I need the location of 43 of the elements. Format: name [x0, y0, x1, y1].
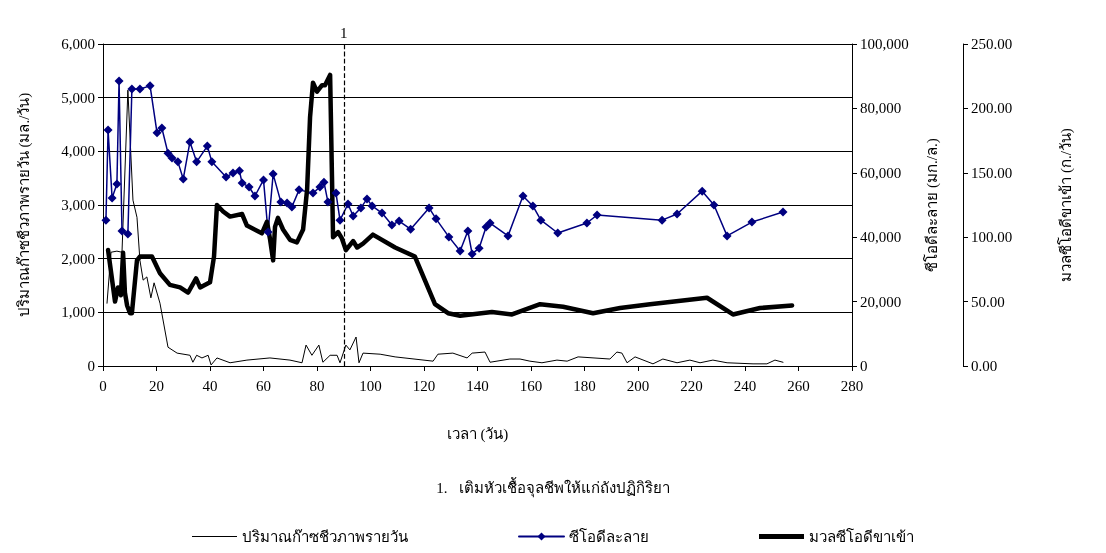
y2-tick-label: 100,000 — [860, 36, 909, 52]
x-tick-label: 0 — [99, 377, 107, 394]
y3-tick-label: 50.00 — [971, 293, 1005, 310]
y2-tick-label: 40,000 — [860, 229, 902, 246]
y3-tick-label: 100.00 — [971, 229, 1013, 246]
x-tick-label: 280 — [840, 377, 864, 394]
legend-label: ซีโอดีละลาย — [569, 527, 649, 545]
y-tick-label: 2,000 — [61, 250, 95, 267]
y-tick-label: 5,000 — [61, 89, 95, 106]
y2-tick-label: 60,000 — [860, 164, 902, 181]
y3-tick-label: 0.00 — [971, 358, 998, 374]
y-tick-label: 1,000 — [61, 304, 95, 321]
y3-tick-label: 200.00 — [971, 100, 1013, 117]
y3-tick-label: 250.00 — [971, 36, 1013, 52]
x-tick-label: 140 — [466, 377, 489, 394]
y3-tick-label: 150.00 — [971, 164, 1013, 181]
x-tick-label: 180 — [573, 377, 596, 394]
y-tick-label: 3,000 — [61, 197, 95, 213]
text: 1. เติมหัวเชื้อจุลชีพให้แก่ถังปฏิกิริยา — [436, 476, 670, 498]
y2-axis-title: ซีโอดีละลาย (มก./ล.) — [922, 138, 941, 272]
y-tick-label: 6,000 — [61, 36, 95, 52]
x-tick-label: 100 — [359, 377, 382, 394]
y2-tick-label: 80,000 — [860, 100, 902, 117]
y3-axis-title: มวลซีโอดีขาเข้า (ก./วัน) — [1056, 128, 1075, 282]
x-tick-label: 160 — [519, 377, 543, 394]
legend-label: ปริมาณก๊าซชีวภาพรายวัน — [242, 528, 408, 545]
y2-tick-label: 20,000 — [860, 293, 902, 310]
x-tick-label: 240 — [733, 377, 757, 394]
y-tick-label: 4,000 — [61, 143, 95, 160]
x-tick-label: 40 — [202, 377, 218, 394]
y2-tick-label: 0 — [860, 358, 868, 374]
x-tick-label: 200 — [626, 377, 650, 394]
x-tick-label: 220 — [680, 377, 703, 394]
legend-label: มวลซีโอดีขาเข้า — [809, 527, 914, 545]
x-tick-label: 260 — [787, 377, 810, 394]
y-tick-label: 0 — [87, 358, 95, 374]
x-tick-label: 20 — [149, 377, 164, 394]
y-axis-title: ปริมาณก๊าซชีวภาพรายวัน (มล./วัน) — [15, 92, 33, 318]
annotation: 1 — [340, 24, 348, 41]
x-tick-label: 60 — [256, 377, 271, 394]
x-tick-label: 80 — [309, 377, 325, 394]
x-tick-label: 120 — [412, 377, 436, 394]
x-axis-title: เวลา (วัน) — [446, 425, 509, 443]
